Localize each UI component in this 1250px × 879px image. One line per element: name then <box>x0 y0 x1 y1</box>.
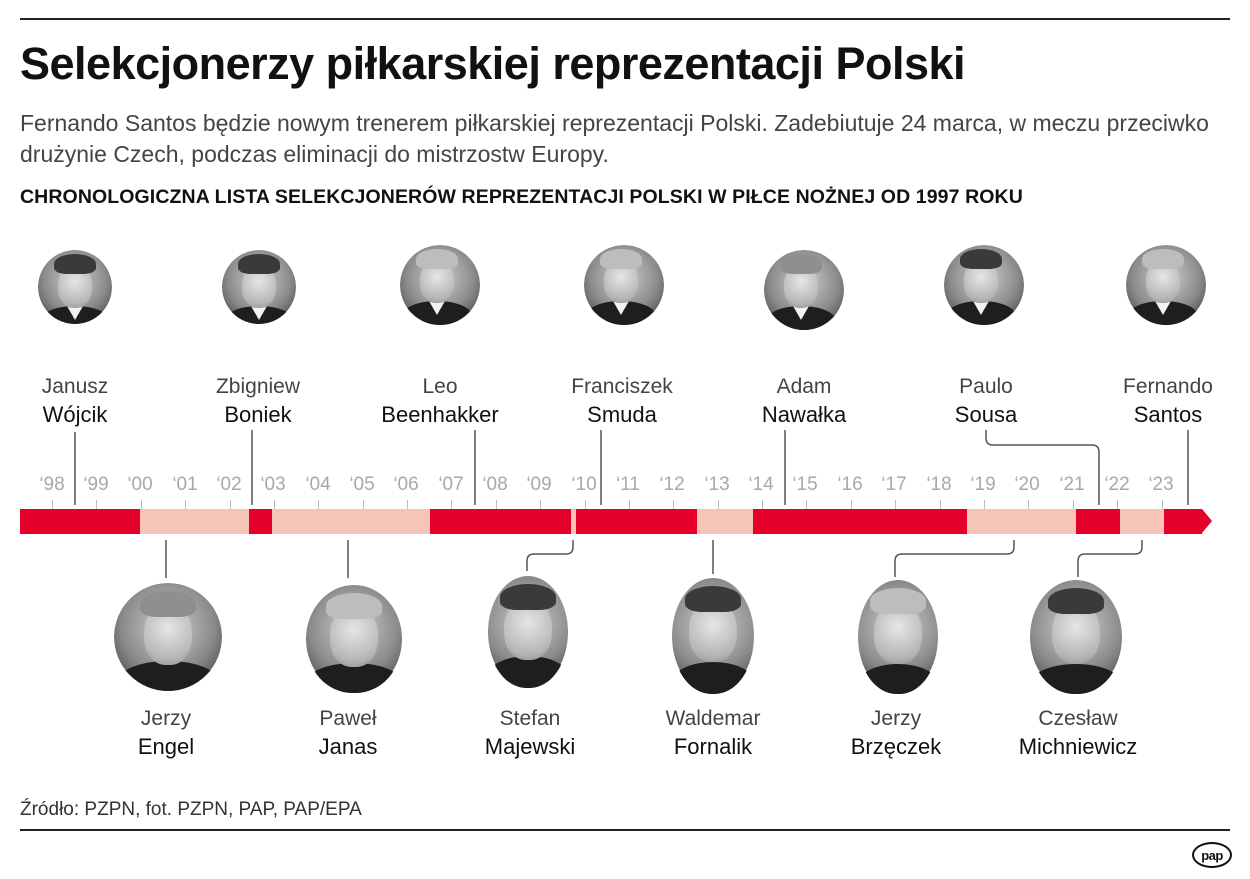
portrait-wojcik <box>38 250 112 324</box>
year-label: ‘16 <box>837 474 863 495</box>
year-label: ‘20 <box>1014 474 1040 495</box>
year-label: ‘02 <box>216 474 242 495</box>
pap-logo-icon: pap <box>1192 842 1232 868</box>
portrait-sousa <box>944 245 1024 325</box>
coach-name-boniek: Zbigniew Boniek <box>215 375 301 427</box>
bottom-rule <box>20 829 1230 831</box>
coach-name-fornalik: Waldemar Fornalik <box>665 707 761 759</box>
portrait-smuda <box>584 245 664 325</box>
portrait-janas <box>306 585 402 693</box>
coach-name-beenhakker: Leo Beenhakker <box>381 375 499 427</box>
tenure-nawalka <box>753 509 967 534</box>
coach-name-majewski: Stefan Majewski <box>484 707 576 759</box>
tenure-engel <box>140 509 249 534</box>
year-label: ‘05 <box>349 474 375 495</box>
page-title: Selekcjonerzy piłkarskiej reprezentacji … <box>20 38 966 89</box>
year-label: ‘13 <box>704 474 730 495</box>
top-rule <box>20 18 1230 20</box>
year-label: ‘99 <box>83 474 109 495</box>
year-label: ‘21 <box>1059 474 1085 495</box>
year-label: ‘98 <box>39 474 65 495</box>
year-label: ‘12 <box>659 474 685 495</box>
year-label: ‘09 <box>526 474 552 495</box>
year-label: ‘06 <box>393 474 419 495</box>
tenure-majewski <box>571 509 576 534</box>
coach-name-sousa: Paulo Sousa <box>954 375 1018 427</box>
year-label: ‘08 <box>482 474 508 495</box>
portrait-boniek <box>222 250 296 324</box>
tenure-brzeczek <box>967 509 1076 534</box>
portrait-nawalka <box>764 250 844 330</box>
year-label: ‘00 <box>127 474 153 495</box>
coach-name-engel: Jerzy Engel <box>137 707 195 759</box>
year-label: ‘23 <box>1148 474 1174 495</box>
year-label: ‘18 <box>926 474 952 495</box>
coach-name-smuda: Franciszek Smuda <box>571 375 673 427</box>
year-label: ‘15 <box>792 474 818 495</box>
year-label: ‘11 <box>616 474 640 495</box>
year-label: ‘14 <box>748 474 774 495</box>
section-subhead: CHRONOLOGICZNA LISTA SELEKCJONERÓW REPRE… <box>20 186 1023 208</box>
year-label: ‘17 <box>881 474 907 495</box>
coach-name-brzeczek: Jerzy Brzęczek <box>850 707 942 759</box>
portrait-brzeczek <box>858 580 938 694</box>
year-label: ‘04 <box>305 474 331 495</box>
tenure-janas <box>272 509 430 534</box>
timeline-arrow-icon <box>1202 509 1212 533</box>
year-label: ‘01 <box>172 474 198 495</box>
coach-name-wojcik: Janusz Wójcik <box>41 375 109 427</box>
tenure-sousa <box>1076 509 1120 534</box>
tenure-santos <box>1164 509 1202 534</box>
tenure-fornalik <box>697 509 753 534</box>
portrait-majewski <box>488 576 568 688</box>
portrait-fornalik <box>672 578 754 694</box>
portrait-engel <box>114 583 222 691</box>
tenure-michniewicz <box>1120 509 1164 534</box>
year-label: ‘22 <box>1104 474 1130 495</box>
tenure-smuda <box>576 509 697 534</box>
tenure-beenhakker <box>430 509 571 534</box>
source-note: Źródło: PZPN, fot. PZPN, PAP, PAP/EPA <box>20 799 362 820</box>
coach-name-michniewicz: Czesław Michniewicz <box>1018 707 1138 759</box>
portrait-beenhakker <box>400 245 480 325</box>
tenure-boniek <box>249 509 272 534</box>
year-label: ‘10 <box>571 474 597 495</box>
year-label: ‘19 <box>970 474 996 495</box>
coach-name-santos: Fernando Santos <box>1123 375 1213 427</box>
tenure-wojcik <box>20 509 140 534</box>
coach-name-janas: Paweł Janas <box>318 707 378 759</box>
coach-name-nawalka: Adam Nawałka <box>761 375 847 427</box>
year-label: ‘07 <box>438 474 464 495</box>
lead-text: Fernando Santos będzie nowym trenerem pi… <box>20 110 1209 167</box>
portrait-michniewicz <box>1030 580 1122 694</box>
portrait-santos <box>1126 245 1206 325</box>
year-label: ‘03 <box>260 474 286 495</box>
